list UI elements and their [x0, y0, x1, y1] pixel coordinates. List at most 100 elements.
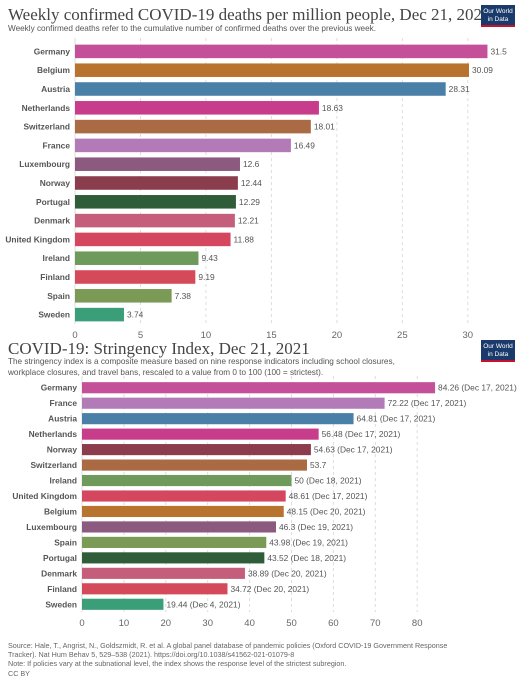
value-label: 43.52 (Dec 18, 2021)	[267, 553, 346, 563]
bar	[82, 521, 276, 533]
category-label: Spain	[54, 537, 77, 547]
category-label: Denmark	[41, 568, 77, 578]
x-tick-label: 70	[370, 618, 381, 629]
owid-logo-line: in Data	[487, 351, 509, 358]
x-tick-label: 60	[328, 618, 339, 629]
value-label: 48.61 (Dec 17, 2021)	[289, 491, 368, 501]
category-label: Belgium	[37, 65, 70, 75]
category-label: Luxembourg	[26, 522, 77, 532]
category-label: Norway	[47, 445, 78, 455]
category-label: Norway	[40, 178, 71, 188]
x-tick-label: 30	[202, 618, 213, 629]
x-tick-label: 10	[119, 618, 130, 629]
bar	[75, 82, 446, 96]
bar	[82, 598, 164, 610]
value-label: 12.29	[239, 197, 260, 207]
chart1-title: Weekly confirmed COVID-19 deaths per mil…	[8, 5, 491, 24]
owid-logo-line: Our World	[483, 343, 513, 350]
bar	[82, 459, 308, 471]
category-label: Spain	[47, 291, 70, 301]
category-label: France	[50, 398, 78, 408]
value-label: 43.98 (Dec 19, 2021)	[269, 537, 348, 547]
bar	[75, 138, 291, 153]
bar	[75, 63, 469, 77]
bar	[75, 176, 238, 190]
category-label: Netherlands	[29, 429, 78, 439]
x-tick-label: 10	[201, 330, 212, 341]
category-label: Finland	[40, 272, 70, 282]
footer-source-line[interactable]: Tracker). Nat Hum Behav 5, 529–538 (2021…	[8, 650, 295, 660]
category-label: Germany	[41, 383, 78, 393]
category-label: France	[43, 140, 71, 150]
x-tick-label: 0	[79, 618, 84, 629]
bar	[75, 44, 488, 59]
category-label: Germany	[34, 46, 71, 56]
value-label: 72.22 (Dec 17, 2021)	[388, 398, 467, 408]
bar	[75, 232, 231, 247]
bar	[82, 536, 267, 548]
category-label: Austria	[48, 414, 77, 424]
category-label: Sweden	[45, 599, 77, 609]
value-label: 53.7	[310, 460, 327, 470]
category-label: Sweden	[38, 310, 70, 320]
category-label: Ireland	[50, 476, 77, 486]
value-label: 9.43	[201, 253, 218, 263]
category-label: Denmark	[34, 216, 70, 226]
bar	[82, 552, 265, 564]
category-label: Switzerland	[30, 460, 77, 470]
value-label: 84.26 (Dec 17, 2021)	[438, 383, 517, 393]
category-label: United Kingdom	[12, 491, 77, 501]
owid-logo[interactable]: Our World in Data	[481, 340, 515, 362]
category-label: Switzerland	[23, 122, 70, 132]
x-tick-label: 20	[161, 618, 172, 629]
bar	[75, 157, 240, 171]
value-label: 7.38	[175, 291, 192, 301]
x-tick-label: 40	[244, 618, 255, 629]
x-tick-label: 20	[332, 330, 343, 341]
bar	[82, 505, 284, 518]
chart2-plot: 0 10 20 30 40 50 60 70 80 Germany 84.26 (Dec 17, 2…	[12, 376, 517, 629]
value-label: 31.5	[490, 46, 507, 56]
value-label: 12.21	[238, 216, 259, 226]
footer-source-line: Source: Hale, T., Angrist, N., Goldszmid…	[8, 641, 448, 650]
value-label: 9.19	[198, 272, 215, 282]
owid-logo[interactable]: Our World in Data	[481, 5, 515, 27]
x-tick-label: 5	[138, 330, 143, 341]
bar	[75, 213, 235, 228]
x-tick-label: 30	[463, 330, 474, 341]
value-label: 56.48 (Dec 17, 2021)	[322, 429, 401, 439]
chart1-subtitle: Weekly confirmed deaths refer to the cum…	[8, 24, 377, 33]
category-label: Luxembourg	[19, 159, 70, 169]
value-label: 12.6	[243, 159, 260, 169]
x-tick-label: 80	[412, 618, 423, 629]
owid-logo-line: in Data	[487, 16, 509, 23]
value-label: 46.3 (Dec 19, 2021)	[279, 522, 353, 532]
value-label: 19.44 (Dec 4, 2021)	[166, 599, 240, 609]
owid-logo-line: Our World	[483, 8, 513, 15]
category-label: Netherlands	[22, 103, 71, 113]
chart2-subtitle-line: workplace closures, and travel bans, res…	[8, 367, 324, 377]
x-tick-label: 50	[286, 618, 297, 629]
bar	[75, 119, 311, 134]
category-label: Portugal	[36, 197, 70, 207]
bar	[82, 567, 245, 579]
value-label: 30.09	[472, 65, 493, 75]
value-label: 16.49	[294, 140, 315, 150]
value-label: 48.15 (Dec 20, 2021)	[287, 506, 366, 516]
bar	[82, 444, 311, 456]
value-label: 12.44	[241, 178, 262, 188]
bar	[75, 195, 236, 209]
bar	[82, 428, 319, 440]
category-label: Ireland	[43, 253, 70, 263]
source-footer: Source: Hale, T., Angrist, N., Goldszmid…	[8, 641, 513, 678]
bar	[82, 583, 228, 595]
category-label: Austria	[41, 84, 70, 94]
category-label: Portugal	[43, 553, 77, 563]
value-label: 54.63 (Dec 17, 2021)	[314, 445, 393, 455]
value-label: 3.74	[127, 310, 144, 320]
footer-license[interactable]: CC BY	[8, 668, 30, 678]
x-tick-label: 0	[72, 330, 77, 341]
bar	[75, 270, 196, 284]
value-label: 18.01	[314, 122, 335, 132]
chart1-plot: 0 5 10 15 20 25 30 Germany 31.5 Belgium 30.09 Austr…	[5, 38, 507, 341]
